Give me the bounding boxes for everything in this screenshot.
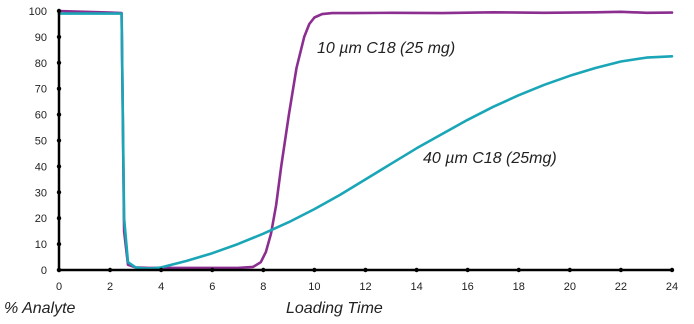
- series-label-10um: 10 µm C18 (25 mg): [317, 40, 455, 57]
- x-tick-label: 10: [308, 281, 320, 293]
- y-tick-label: 10: [35, 239, 47, 251]
- x-tick-label: 6: [209, 281, 215, 293]
- x-tick-mark: [516, 267, 521, 273]
- y-tick-label: 80: [35, 58, 47, 70]
- y-tick-label: 70: [35, 84, 47, 96]
- x-tick-mark: [312, 267, 317, 273]
- y-axis-ticks: 0 10 20 30 40 50 60 70 80 90 100: [29, 6, 62, 277]
- x-tick-mark: [567, 267, 573, 273]
- y-tick-mark: [56, 138, 62, 143]
- x-tick-label: 18: [513, 281, 525, 293]
- x-tick-mark: [210, 267, 215, 273]
- y-tick-label: 20: [35, 213, 47, 225]
- y-tick-mark: [56, 216, 62, 221]
- x-tick-label: 4: [158, 281, 164, 293]
- x-tick-label: 0: [56, 281, 62, 293]
- x-tick-label: 20: [564, 281, 576, 293]
- series-line-1: [57, 12, 674, 270]
- x-tick-label: 8: [260, 281, 266, 293]
- x-tick-label: 24: [666, 281, 678, 293]
- y-tick-mark: [56, 241, 62, 247]
- y-tick-mark: [56, 34, 62, 40]
- y-tick-mark: [56, 60, 62, 65]
- y-tick-label: 40: [35, 161, 47, 173]
- x-tick-mark: [363, 267, 368, 273]
- y-tick-label: 60: [35, 110, 47, 122]
- series-label-40um: 40 µm C18 (25mg): [423, 150, 557, 167]
- x-tick-label: 16: [462, 281, 474, 293]
- y-tick-mark: [56, 112, 62, 117]
- series-lines: [57, 9, 674, 270]
- y-tick-mark: [56, 8, 62, 14]
- y-tick-label: 30: [35, 187, 47, 199]
- y-tick-label: 90: [35, 32, 47, 44]
- y-tick-label: 100: [29, 6, 47, 18]
- x-tick-mark: [465, 267, 470, 273]
- x-tick-mark: [414, 267, 419, 273]
- x-axis-title: Loading Time: [286, 300, 383, 317]
- y-tick-label: 0: [41, 265, 47, 277]
- x-tick-label: 12: [359, 281, 371, 293]
- y-tick-mark: [56, 190, 62, 195]
- x-tick-mark: [158, 267, 164, 273]
- y-tick-mark: [56, 164, 62, 169]
- x-tick-mark: [107, 267, 113, 273]
- x-axis-ticks: 0 2 4 6 8 10 12 14 16 18 20 22 24: [56, 267, 678, 293]
- x-tick-label: 22: [615, 281, 627, 293]
- x-tick-label: 2: [107, 281, 113, 293]
- x-tick-mark: [618, 267, 624, 273]
- y-tick-mark: [56, 267, 62, 273]
- y-axis-title: % Analyte: [4, 300, 76, 317]
- x-tick-label: 14: [410, 281, 422, 293]
- y-tick-mark: [56, 86, 62, 91]
- x-tick-mark: [669, 267, 675, 273]
- x-tick-mark: [261, 267, 266, 273]
- y-tick-label: 50: [35, 136, 47, 148]
